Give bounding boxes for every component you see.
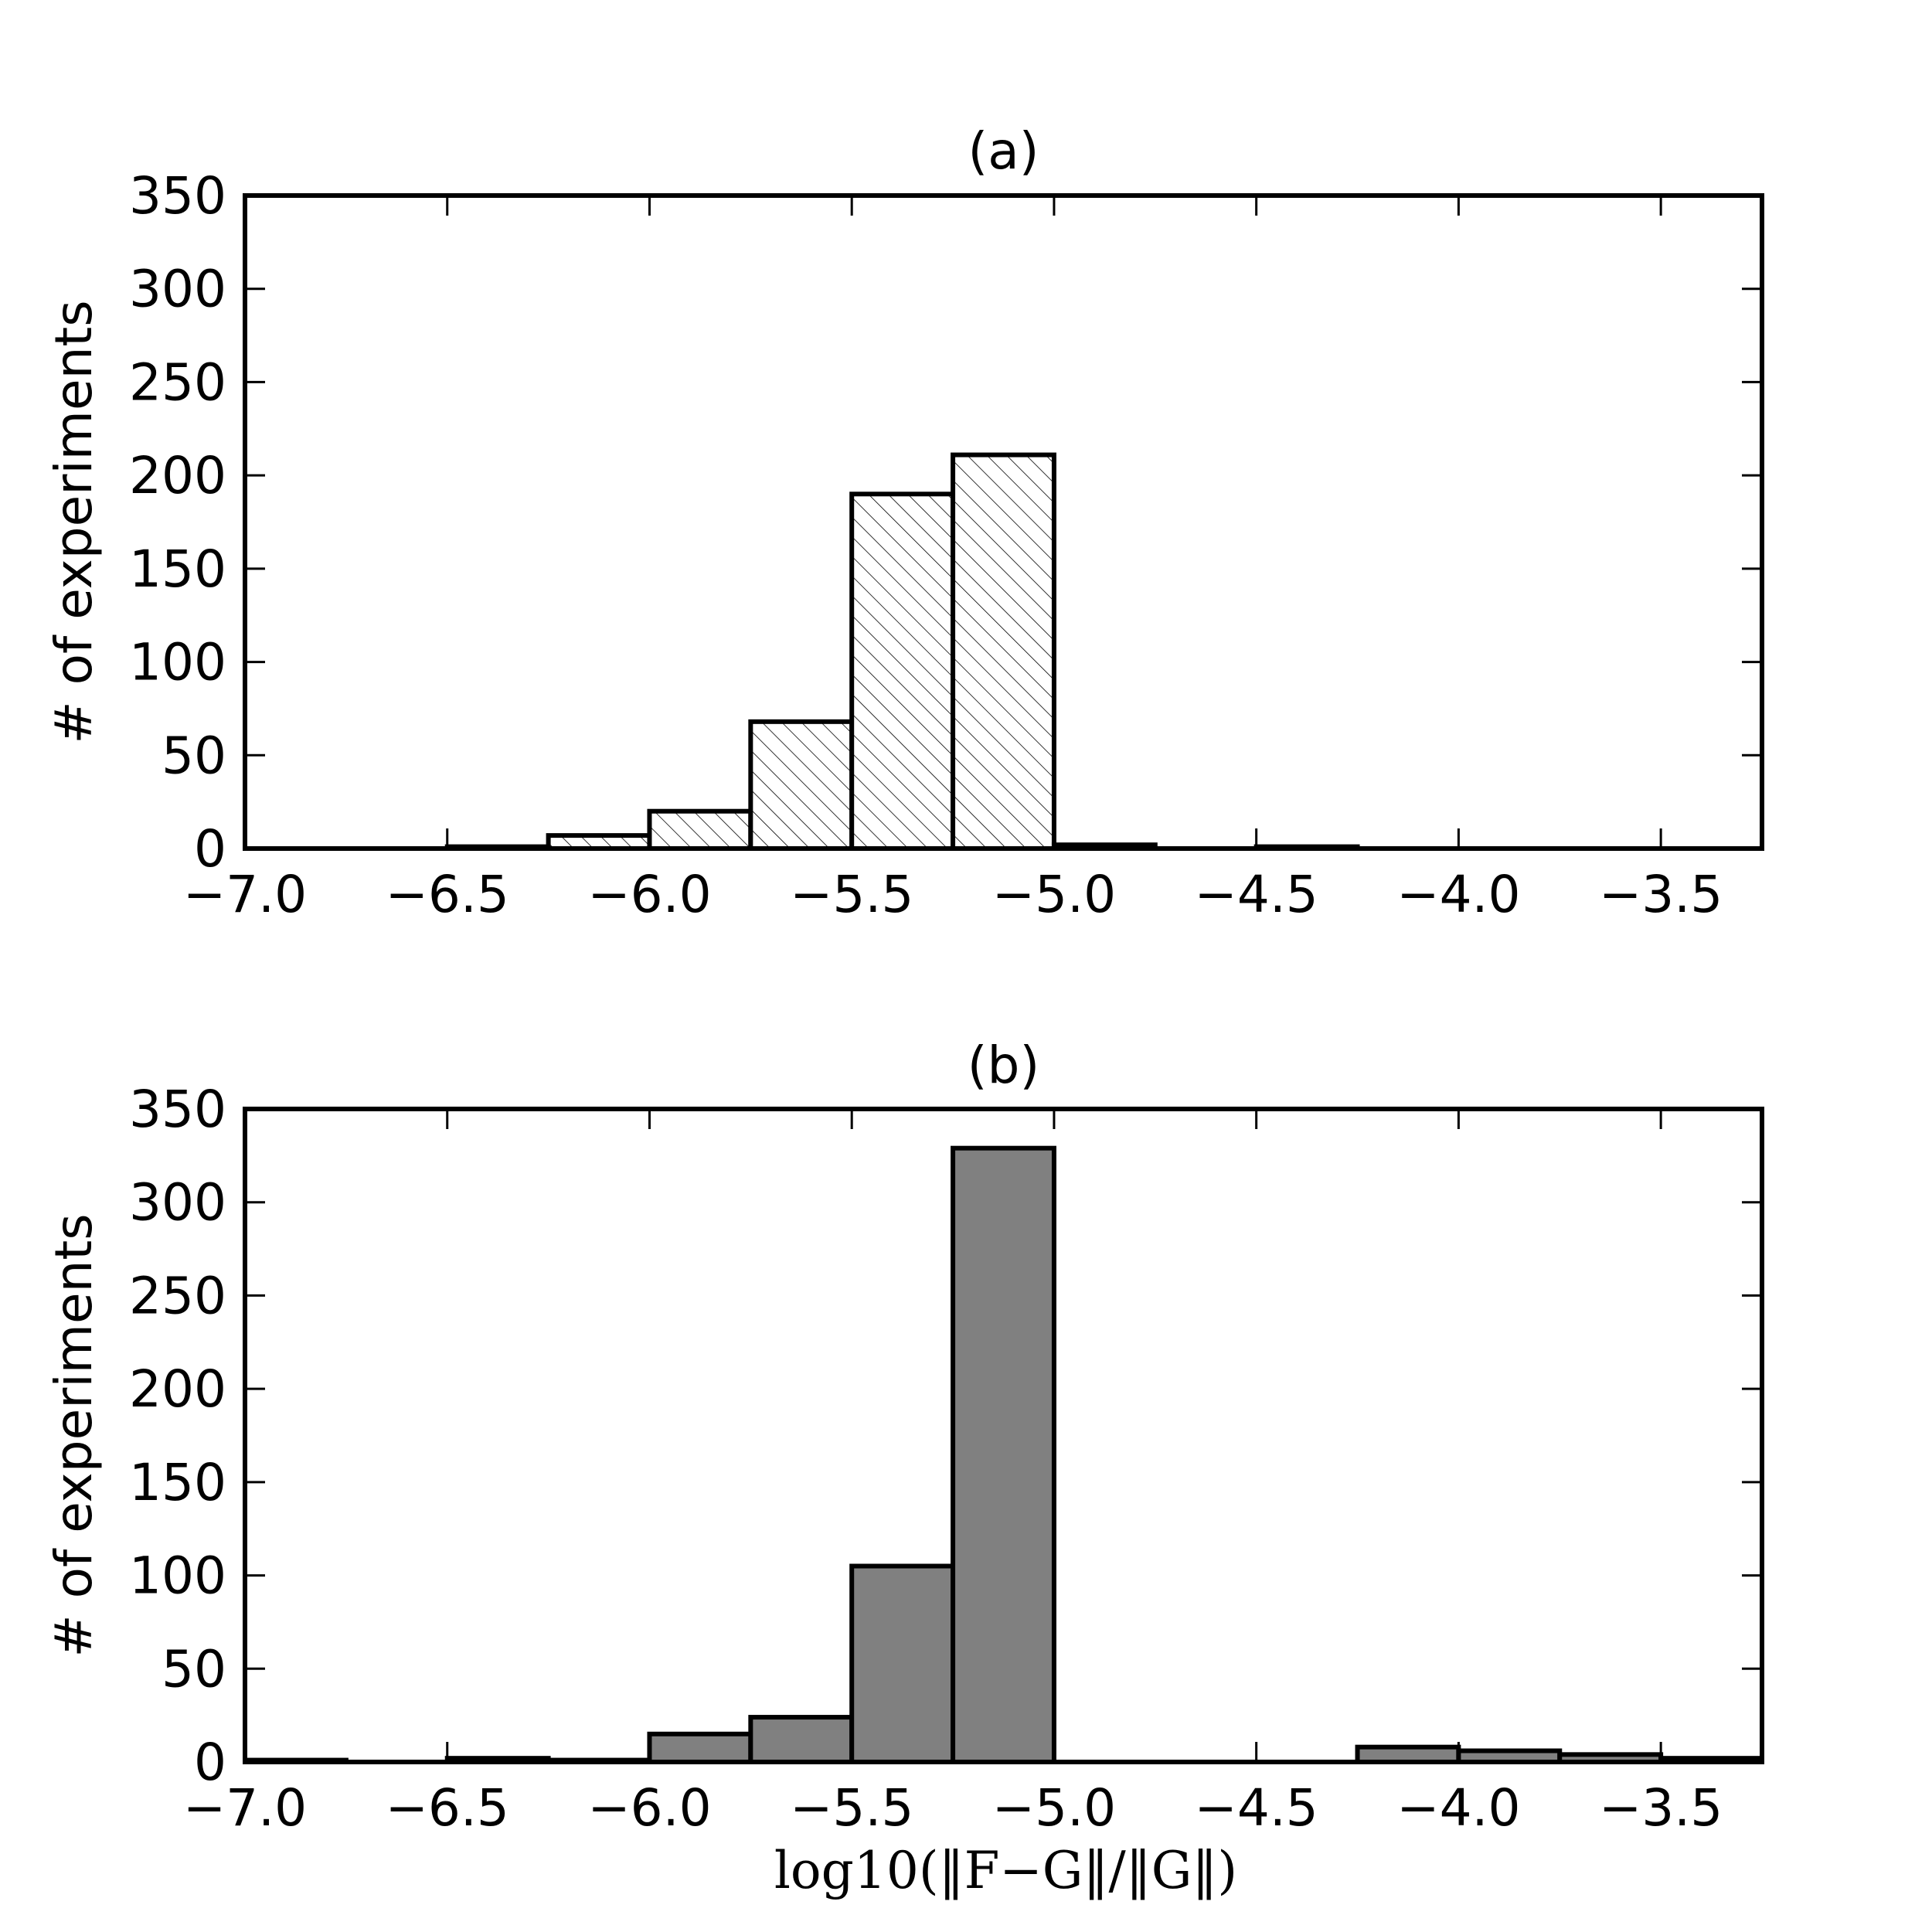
- y-tick-label: 50: [162, 1639, 226, 1699]
- histogram-bar-b-4: [748, 1715, 855, 1764]
- y-tick-label: 300: [129, 1173, 226, 1233]
- x-tick-label: −5.0: [992, 1778, 1116, 1838]
- x-tick-label: −5.5: [790, 1778, 913, 1838]
- chart-title: (a): [968, 121, 1039, 181]
- histogram-bar-a-3: [748, 719, 855, 851]
- histogram-bar-b-5: [849, 1563, 956, 1764]
- chart-title: (b): [968, 1036, 1039, 1095]
- y-axis-label: # of experiments: [44, 1213, 104, 1657]
- x-tick-label: −6.0: [587, 1778, 711, 1838]
- x-tick-label: −7.0: [183, 1778, 307, 1838]
- y-tick-label: 50: [162, 726, 226, 785]
- x-axis-label: log10(‖F−G‖/‖G‖): [774, 1841, 1237, 1900]
- y-tick-label: 350: [129, 1080, 226, 1139]
- x-tick-label: −3.5: [1599, 865, 1723, 924]
- x-tick-label: −6.5: [386, 1778, 509, 1838]
- y-tick-label: 150: [129, 1453, 226, 1512]
- x-tick-label: −7.0: [183, 865, 307, 924]
- y-tick-label: 200: [129, 1359, 226, 1419]
- x-tick-label: −6.0: [587, 865, 711, 924]
- histogram-bar-b-6: [951, 1145, 1056, 1764]
- x-tick-label: −4.5: [1195, 1778, 1318, 1838]
- x-tick-label: −6.5: [386, 865, 509, 924]
- x-tick-label: −5.5: [790, 865, 913, 924]
- plot-frame: [243, 193, 1764, 851]
- y-tick-label: 100: [129, 633, 226, 692]
- y-axis-label: # of experiments: [44, 300, 104, 743]
- y-tick-label: 200: [129, 446, 226, 505]
- y-tick-label: 150: [129, 539, 226, 599]
- x-tick-label: −5.0: [992, 865, 1116, 924]
- plot-frame: [243, 1107, 1764, 1764]
- histogram-bar-a-5: [951, 452, 1056, 851]
- x-tick-label: −4.0: [1396, 1778, 1520, 1838]
- histogram-bar-a-4: [849, 492, 956, 851]
- histogram-panel-b: −7.0 −6.5 −6.0 −5.5 −5.0 −4.5 −4.0 −3.5 0 50 100 15…: [44, 1036, 1764, 1900]
- y-tick-label: 100: [129, 1546, 226, 1606]
- y-tick-label: 250: [129, 1266, 226, 1325]
- x-tick-label: −3.5: [1599, 1778, 1723, 1838]
- histogram-bar-a-2: [647, 808, 753, 851]
- histogram-panel-a: −7.0 −6.5 −6.0 −5.5 −5.0 −4.5 −4.0 −3.5 0 50 100 15…: [44, 121, 1764, 924]
- x-tick-label: −4.0: [1396, 865, 1520, 924]
- y-tick-label: 300: [129, 260, 226, 319]
- y-tick-label: 0: [194, 819, 226, 879]
- y-tick-label: 250: [129, 352, 226, 412]
- y-tick-label: 350: [129, 166, 226, 226]
- y-tick-label: 0: [194, 1733, 226, 1792]
- histogram-bar-b-3: [647, 1731, 753, 1764]
- x-tick-label: −4.5: [1195, 865, 1318, 924]
